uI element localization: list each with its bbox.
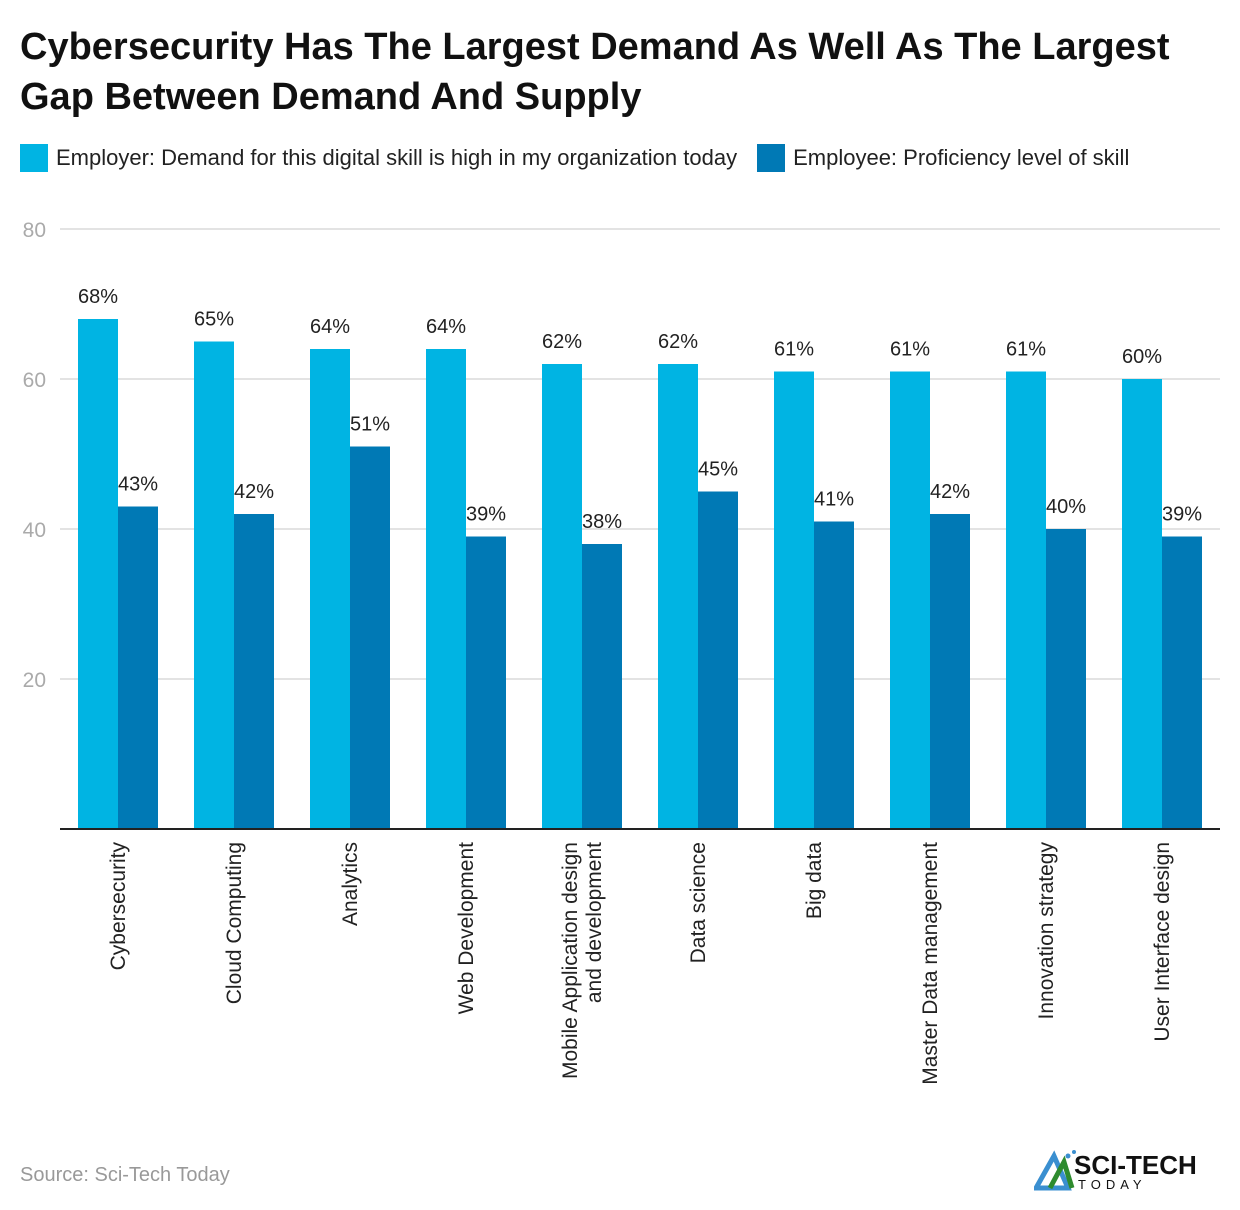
data-label: 39% <box>466 504 506 526</box>
bar-employer <box>310 349 350 829</box>
x-tick-label: Analytics <box>339 842 362 926</box>
data-label: 62% <box>658 331 698 353</box>
data-label: 64% <box>426 316 466 338</box>
svg-text:TODAY: TODAY <box>1078 1177 1147 1192</box>
bar-employee <box>118 506 158 829</box>
data-label: 61% <box>774 339 814 361</box>
data-label: 45% <box>698 459 738 481</box>
data-label: 42% <box>234 481 274 503</box>
bar-employer <box>426 349 466 829</box>
svg-text:SCI-TECH: SCI-TECH <box>1074 1150 1197 1180</box>
data-label: 61% <box>890 339 930 361</box>
x-tick-label: Cloud Computing <box>223 842 246 1004</box>
bar-employer <box>542 364 582 829</box>
x-tick-label: Data science <box>687 842 710 963</box>
bar-employer <box>890 371 930 829</box>
bar-employee <box>234 514 274 829</box>
chart-title: Cybersecurity Has The Largest Demand As … <box>20 26 1170 118</box>
data-label: 42% <box>930 481 970 503</box>
data-label: 62% <box>542 331 582 353</box>
legend-swatch-employer <box>20 144 48 172</box>
data-label: 38% <box>582 511 622 533</box>
bar-employee <box>814 521 854 829</box>
bar-employee <box>582 544 622 829</box>
legend-label-employee: Employee: Proficiency level of skill <box>793 145 1130 170</box>
bar-employer <box>194 341 234 829</box>
bar-employee <box>466 536 506 829</box>
bar-employee <box>930 514 970 829</box>
data-label: 68% <box>78 286 118 308</box>
x-tick-label: User Interface design <box>1151 842 1174 1042</box>
data-label: 43% <box>118 474 158 496</box>
y-tick-label: 40 <box>23 519 46 542</box>
bar-employee <box>1046 529 1086 829</box>
data-label: 64% <box>310 316 350 338</box>
bar-employer <box>1006 371 1046 829</box>
bar-employer <box>658 364 698 829</box>
bar-chart: 20 40 60 80 68% 43% Cybersecurity 65% 42% Cloud C… <box>23 219 1220 1085</box>
y-tick-label: 20 <box>23 669 46 692</box>
data-label: 60% <box>1122 346 1162 368</box>
data-label: 40% <box>1046 496 1086 518</box>
bar-employer <box>78 319 118 829</box>
data-label: 51% <box>350 414 390 436</box>
source-note: Source: Sci-Tech Today <box>20 1164 230 1186</box>
data-label: 41% <box>814 489 854 511</box>
bar-employee <box>350 446 390 829</box>
data-label: 39% <box>1162 504 1202 526</box>
x-tick-label: Mobile Application design <box>559 842 582 1079</box>
bar-employer <box>1122 379 1162 829</box>
bar-employee <box>698 491 738 829</box>
bar-employer <box>774 371 814 829</box>
bar-employee <box>1162 536 1202 829</box>
y-tick-label: 60 <box>23 369 46 392</box>
x-tick-label: Web Development <box>455 842 478 1015</box>
y-tick-label: 80 <box>23 219 46 242</box>
x-tick-label: Big data <box>803 842 826 919</box>
x-tick-label: Cybersecurity <box>107 842 130 971</box>
data-label: 65% <box>194 309 234 331</box>
legend-swatch-employee <box>757 144 786 172</box>
data-label: 61% <box>1006 339 1046 361</box>
sci-tech-logo: SCI-TECH TODAY <box>1031 1148 1214 1197</box>
x-tick-label: and development <box>583 842 606 1003</box>
legend: Employer: Demand for this digital skill … <box>20 144 1129 172</box>
x-tick-label: Master Data management <box>919 842 942 1085</box>
legend-label-employer: Employer: Demand for this digital skill … <box>56 145 738 170</box>
x-tick-label: Innovation strategy <box>1035 842 1058 1020</box>
